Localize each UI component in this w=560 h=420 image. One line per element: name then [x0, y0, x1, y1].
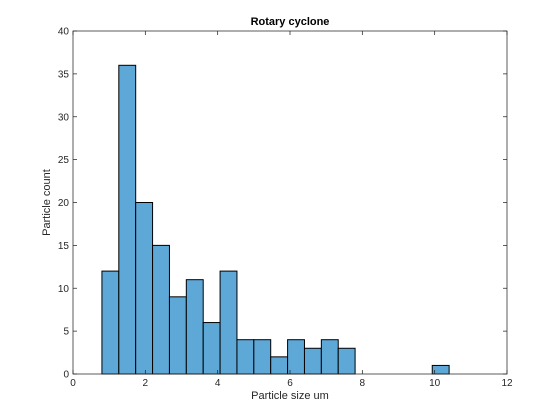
- y-tick-label: 20: [58, 198, 70, 209]
- histogram-bar: [101, 270, 120, 375]
- x-tick-label: 2: [143, 378, 149, 389]
- plot-frame: [72, 30, 508, 375]
- histogram-bar: [337, 347, 356, 375]
- histogram-bar: [253, 339, 272, 375]
- histogram-bar: [320, 339, 339, 375]
- x-tick-label: 0: [70, 378, 76, 389]
- y-tick-label: 0: [63, 370, 69, 381]
- x-axis: 0 2 4 6 8 10 12: [70, 31, 513, 389]
- histogram-bar: [303, 347, 322, 375]
- y-tick-label: 30: [58, 112, 70, 123]
- x-tick-label: 4: [215, 378, 221, 389]
- y-axis-label: Particle count: [41, 169, 53, 236]
- histogram-bar: [135, 202, 154, 375]
- x-tick-label: 6: [287, 378, 293, 389]
- histogram-bar: [202, 322, 221, 375]
- y-tick-label: 5: [63, 327, 69, 338]
- histogram-bar: [118, 64, 137, 375]
- y-tick-label: 15: [58, 241, 70, 252]
- histogram-bar: [270, 356, 289, 375]
- histogram-bar: [287, 339, 305, 375]
- chart-title: Rotary cyclone: [251, 16, 330, 28]
- histogram-bar: [219, 270, 238, 375]
- histogram-bar: [152, 244, 170, 375]
- y-tick-label: 10: [58, 284, 70, 295]
- y-tick-label: 40: [58, 27, 70, 38]
- y-tick-label: 35: [58, 69, 70, 80]
- x-tick-label: 8: [360, 378, 366, 389]
- bars-group: [101, 64, 450, 375]
- x-axis-label: Particle size um: [251, 390, 329, 402]
- histogram-bar: [185, 279, 204, 375]
- histogram-bar: [236, 339, 255, 375]
- x-tick-label: 10: [429, 378, 441, 389]
- x-tick-label: 12: [501, 378, 513, 389]
- histogram-bar: [168, 296, 187, 375]
- y-tick-label: 25: [58, 155, 70, 166]
